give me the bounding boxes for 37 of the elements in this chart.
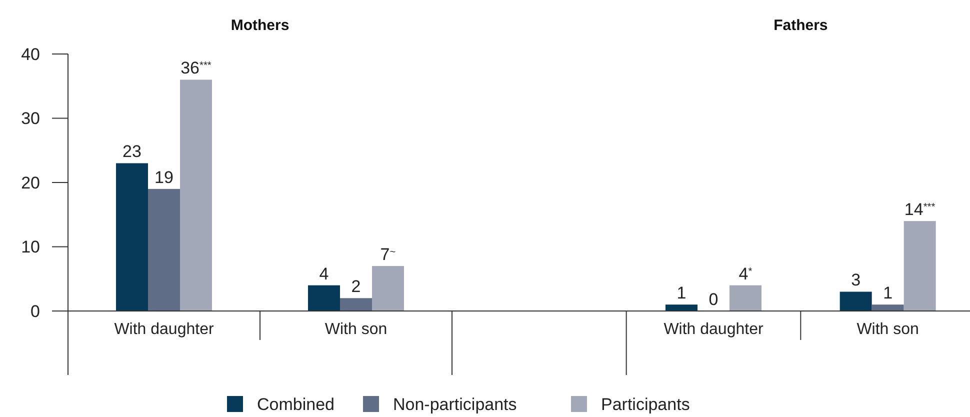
- legend-label: Non-participants: [393, 395, 517, 414]
- data-label: 2: [351, 277, 361, 296]
- x-tick-label: With daughter: [664, 321, 764, 338]
- bar: [148, 188, 180, 311]
- bar: [372, 266, 404, 311]
- data-label: 36$^{***}$: [180, 58, 212, 78]
- x-tick-label: With son: [324, 321, 388, 338]
- bar: [730, 285, 762, 311]
- data-label: 14$^{***}$: [904, 200, 936, 220]
- bar: [308, 285, 340, 311]
- data-label: 19: [154, 168, 174, 187]
- data-label: 23: [122, 142, 142, 162]
- bar: [116, 163, 148, 311]
- bar: [840, 292, 872, 311]
- data-label: 1: [883, 284, 893, 303]
- chart-title: Mothers: [230, 17, 290, 34]
- y-tick-label: 30: [21, 109, 40, 128]
- bar: [904, 221, 936, 311]
- chart-title: Fathers: [774, 17, 828, 34]
- bar: [666, 304, 698, 311]
- x-tick-label: With daughter: [114, 321, 214, 338]
- y-tick-label: 0: [30, 302, 40, 321]
- legend-label: Combined: [257, 395, 334, 414]
- legend-label: Participants: [601, 395, 690, 414]
- data-label: 7$^{~}$: [380, 245, 396, 264]
- bar: [180, 80, 212, 311]
- y-tick-label: 40: [21, 44, 40, 64]
- bar: [340, 298, 372, 311]
- data-label: 4$^{*}$: [738, 264, 752, 284]
- bar: [872, 304, 904, 311]
- data-label: 1: [676, 284, 686, 303]
- data-label: 4: [319, 264, 329, 284]
- y-tick-label: 20: [21, 173, 40, 192]
- data-label: 0: [708, 290, 718, 309]
- data-label: 3: [851, 270, 861, 290]
- y-tick-label: 10: [21, 238, 40, 257]
- x-tick-label: With son: [856, 321, 919, 338]
